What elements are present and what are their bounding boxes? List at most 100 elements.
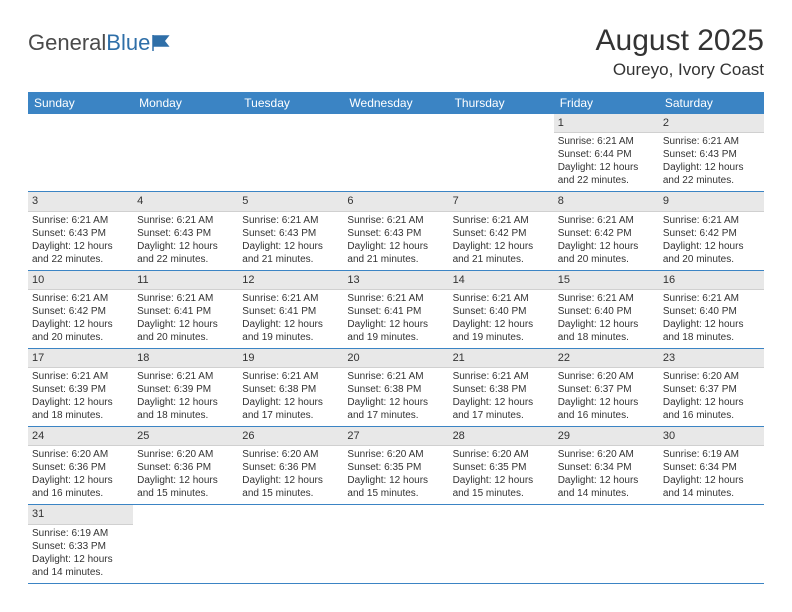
day-number: 21	[449, 349, 554, 368]
daylight-line: Daylight: 12 hours and 21 minutes.	[242, 240, 339, 266]
sunset-line: Sunset: 6:37 PM	[663, 383, 760, 396]
day-number: 5	[238, 192, 343, 211]
week-row: 17Sunrise: 6:21 AMSunset: 6:39 PMDayligh…	[28, 349, 764, 427]
sunset-line: Sunset: 6:41 PM	[242, 305, 339, 318]
day-body: Sunrise: 6:20 AMSunset: 6:35 PMDaylight:…	[343, 446, 448, 504]
day-body: Sunrise: 6:21 AMSunset: 6:40 PMDaylight:…	[554, 290, 659, 348]
day-number: 19	[238, 349, 343, 368]
daylight-line: Daylight: 12 hours and 20 minutes.	[137, 318, 234, 344]
day-number: 2	[659, 114, 764, 133]
day-cell: 15Sunrise: 6:21 AMSunset: 6:40 PMDayligh…	[554, 271, 659, 348]
day-number: 6	[343, 192, 448, 211]
sunset-line: Sunset: 6:42 PM	[32, 305, 129, 318]
day-body: Sunrise: 6:21 AMSunset: 6:40 PMDaylight:…	[449, 290, 554, 348]
daylight-line: Daylight: 12 hours and 15 minutes.	[137, 474, 234, 500]
day-body: Sunrise: 6:21 AMSunset: 6:41 PMDaylight:…	[133, 290, 238, 348]
day-body: Sunrise: 6:21 AMSunset: 6:39 PMDaylight:…	[133, 368, 238, 426]
daylight-line: Daylight: 12 hours and 22 minutes.	[32, 240, 129, 266]
daylight-line: Daylight: 12 hours and 14 minutes.	[663, 474, 760, 500]
day-body: Sunrise: 6:19 AMSunset: 6:33 PMDaylight:…	[28, 525, 133, 583]
day-body: Sunrise: 6:21 AMSunset: 6:43 PMDaylight:…	[659, 133, 764, 191]
day-cell: 25Sunrise: 6:20 AMSunset: 6:36 PMDayligh…	[133, 427, 238, 504]
day-cell: 27Sunrise: 6:20 AMSunset: 6:35 PMDayligh…	[343, 427, 448, 504]
sunset-line: Sunset: 6:41 PM	[137, 305, 234, 318]
empty-cell	[28, 114, 133, 191]
empty-cell	[133, 114, 238, 191]
empty-cell	[238, 114, 343, 191]
sunset-line: Sunset: 6:39 PM	[137, 383, 234, 396]
sunrise-line: Sunrise: 6:21 AM	[242, 370, 339, 383]
sunrise-line: Sunrise: 6:21 AM	[347, 370, 444, 383]
daylight-line: Daylight: 12 hours and 20 minutes.	[663, 240, 760, 266]
daylight-line: Daylight: 12 hours and 17 minutes.	[242, 396, 339, 422]
sunset-line: Sunset: 6:36 PM	[137, 461, 234, 474]
day-cell: 5Sunrise: 6:21 AMSunset: 6:43 PMDaylight…	[238, 192, 343, 269]
daylight-line: Daylight: 12 hours and 22 minutes.	[558, 161, 655, 187]
sunrise-line: Sunrise: 6:19 AM	[663, 448, 760, 461]
day-body: Sunrise: 6:19 AMSunset: 6:34 PMDaylight:…	[659, 446, 764, 504]
day-cell: 18Sunrise: 6:21 AMSunset: 6:39 PMDayligh…	[133, 349, 238, 426]
day-cell: 23Sunrise: 6:20 AMSunset: 6:37 PMDayligh…	[659, 349, 764, 426]
day-number: 4	[133, 192, 238, 211]
day-cell: 26Sunrise: 6:20 AMSunset: 6:36 PMDayligh…	[238, 427, 343, 504]
daylight-line: Daylight: 12 hours and 18 minutes.	[663, 318, 760, 344]
sunrise-line: Sunrise: 6:20 AM	[663, 370, 760, 383]
daylight-line: Daylight: 12 hours and 14 minutes.	[558, 474, 655, 500]
sunrise-line: Sunrise: 6:21 AM	[453, 214, 550, 227]
week-row: 10Sunrise: 6:21 AMSunset: 6:42 PMDayligh…	[28, 271, 764, 349]
day-cell: 17Sunrise: 6:21 AMSunset: 6:39 PMDayligh…	[28, 349, 133, 426]
month-title: August 2025	[596, 24, 764, 58]
sunset-line: Sunset: 6:33 PM	[32, 540, 129, 553]
day-number: 15	[554, 271, 659, 290]
empty-cell	[133, 505, 238, 582]
empty-cell	[449, 505, 554, 582]
day-number: 14	[449, 271, 554, 290]
day-cell: 7Sunrise: 6:21 AMSunset: 6:42 PMDaylight…	[449, 192, 554, 269]
weekday-label: Saturday	[659, 92, 764, 114]
day-cell: 6Sunrise: 6:21 AMSunset: 6:43 PMDaylight…	[343, 192, 448, 269]
sunset-line: Sunset: 6:42 PM	[558, 227, 655, 240]
day-body: Sunrise: 6:21 AMSunset: 6:41 PMDaylight:…	[343, 290, 448, 348]
daylight-line: Daylight: 12 hours and 14 minutes.	[32, 553, 129, 579]
weekday-label: Wednesday	[343, 92, 448, 114]
day-cell: 9Sunrise: 6:21 AMSunset: 6:42 PMDaylight…	[659, 192, 764, 269]
day-cell: 14Sunrise: 6:21 AMSunset: 6:40 PMDayligh…	[449, 271, 554, 348]
day-number: 7	[449, 192, 554, 211]
day-cell: 29Sunrise: 6:20 AMSunset: 6:34 PMDayligh…	[554, 427, 659, 504]
daylight-line: Daylight: 12 hours and 19 minutes.	[347, 318, 444, 344]
sunrise-line: Sunrise: 6:21 AM	[32, 214, 129, 227]
sunset-line: Sunset: 6:35 PM	[347, 461, 444, 474]
day-body: Sunrise: 6:21 AMSunset: 6:42 PMDaylight:…	[659, 212, 764, 270]
sunrise-line: Sunrise: 6:21 AM	[453, 292, 550, 305]
sunrise-line: Sunrise: 6:19 AM	[32, 527, 129, 540]
day-body: Sunrise: 6:20 AMSunset: 6:37 PMDaylight:…	[554, 368, 659, 426]
sunset-line: Sunset: 6:38 PM	[453, 383, 550, 396]
empty-cell	[659, 505, 764, 582]
empty-cell	[449, 114, 554, 191]
sunset-line: Sunset: 6:36 PM	[32, 461, 129, 474]
day-number: 18	[133, 349, 238, 368]
sunset-line: Sunset: 6:43 PM	[137, 227, 234, 240]
empty-cell	[343, 505, 448, 582]
daylight-line: Daylight: 12 hours and 21 minutes.	[347, 240, 444, 266]
day-number: 20	[343, 349, 448, 368]
location: Oureyo, Ivory Coast	[596, 60, 764, 80]
week-row: 3Sunrise: 6:21 AMSunset: 6:43 PMDaylight…	[28, 192, 764, 270]
day-number: 13	[343, 271, 448, 290]
day-cell: 31Sunrise: 6:19 AMSunset: 6:33 PMDayligh…	[28, 505, 133, 582]
day-body: Sunrise: 6:20 AMSunset: 6:37 PMDaylight:…	[659, 368, 764, 426]
sunrise-line: Sunrise: 6:20 AM	[347, 448, 444, 461]
daylight-line: Daylight: 12 hours and 20 minutes.	[32, 318, 129, 344]
daylight-line: Daylight: 12 hours and 17 minutes.	[347, 396, 444, 422]
sunrise-line: Sunrise: 6:21 AM	[137, 370, 234, 383]
weekday-label: Tuesday	[238, 92, 343, 114]
sunset-line: Sunset: 6:43 PM	[663, 148, 760, 161]
day-cell: 10Sunrise: 6:21 AMSunset: 6:42 PMDayligh…	[28, 271, 133, 348]
week-row: 31Sunrise: 6:19 AMSunset: 6:33 PMDayligh…	[28, 505, 764, 583]
day-body: Sunrise: 6:21 AMSunset: 6:43 PMDaylight:…	[28, 212, 133, 270]
daylight-line: Daylight: 12 hours and 16 minutes.	[32, 474, 129, 500]
sunset-line: Sunset: 6:35 PM	[453, 461, 550, 474]
day-number: 22	[554, 349, 659, 368]
sunset-line: Sunset: 6:37 PM	[558, 383, 655, 396]
sunset-line: Sunset: 6:36 PM	[242, 461, 339, 474]
